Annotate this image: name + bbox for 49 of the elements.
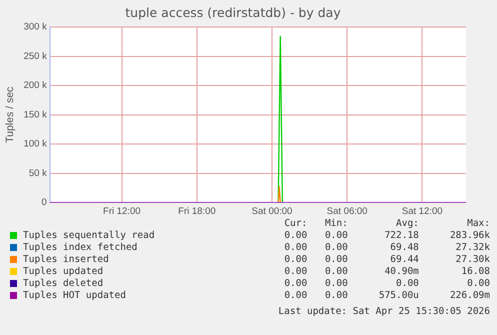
legend-label: Tuples deleted	[22, 278, 104, 290]
text: 16.08	[460, 266, 490, 278]
y-tick-label: 50 k	[28, 168, 48, 179]
legend-label: Tuples index fetched	[22, 242, 138, 254]
text: 27.32k	[454, 242, 490, 254]
legend-label: Tuples HOT updated	[22, 290, 127, 302]
y-tick-label: 0	[42, 197, 47, 208]
text: Cur:	[283, 218, 308, 230]
y-tick-label: 200 k	[24, 80, 48, 92]
x-tick-label: Sat 06:00	[326, 206, 368, 217]
text: 0.00	[283, 266, 308, 278]
text: 69.48	[389, 242, 419, 254]
text: Avg:	[395, 218, 419, 230]
y-tick-label: 150 k	[24, 109, 48, 120]
y-tick-label: 300 k	[24, 22, 48, 33]
text: 40.90m	[384, 266, 419, 278]
text: 575.00u	[378, 290, 419, 302]
text: 0.00	[324, 290, 348, 302]
y-axis-title: Tuples / sec	[4, 86, 16, 143]
text: 722.18	[384, 230, 419, 242]
y-tick-label: 250 k	[24, 50, 48, 62]
text: Max:	[466, 218, 490, 230]
text: 0.00	[283, 230, 308, 242]
text: 0.00	[283, 290, 308, 302]
text: 283.96k	[448, 230, 490, 242]
x-tick-label: Fri 18:00	[178, 206, 216, 217]
text: 27.30k	[454, 254, 490, 266]
text: 0.00	[283, 254, 308, 266]
text: 0.00	[395, 278, 419, 290]
text: 0.00	[324, 266, 348, 278]
legend-label: Tuples inserted	[22, 254, 110, 266]
x-tick-label: Fri 12:00	[103, 206, 141, 217]
text: 0.00	[283, 242, 308, 254]
text: 0.00	[324, 230, 348, 242]
legend-label: Tuples sequentally read	[22, 230, 156, 242]
legend-label: Tuples updated	[22, 266, 104, 278]
text: 226.09m	[448, 290, 490, 302]
text: Min:	[324, 218, 348, 230]
chart-title: tuple access (redirstatdb) - by day	[125, 4, 342, 20]
text: Last update: Sat Apr 25 15:30:05 2026	[278, 306, 490, 317]
x-tick-label: Sat 12:00	[402, 206, 443, 217]
text: 0.00	[324, 242, 348, 254]
text: 0.00	[466, 278, 490, 290]
text: 0.00	[324, 254, 348, 266]
y-tick-label: 100 k	[24, 138, 48, 150]
text: 69.44	[389, 254, 419, 266]
text: 0.00	[324, 278, 348, 290]
x-tick-label: Sat 00:00	[252, 206, 292, 217]
text: 0.00	[283, 278, 308, 290]
